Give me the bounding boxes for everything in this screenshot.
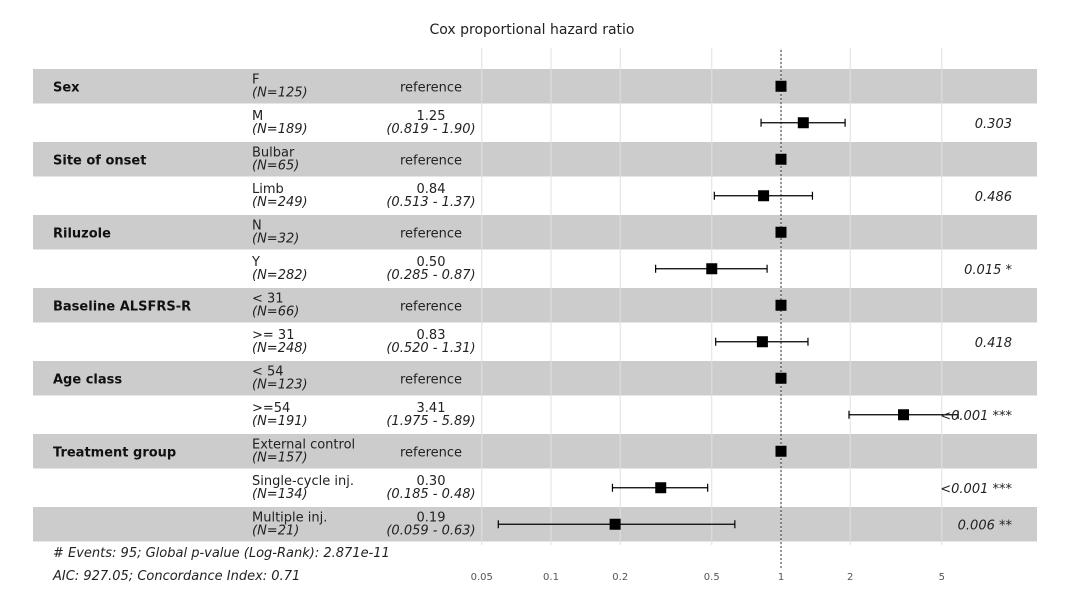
p-value: 0.015 * [964, 263, 1012, 278]
n-label: (N=21) [252, 523, 299, 538]
hr-label: 0.83 [417, 328, 446, 343]
hr-point [775, 372, 787, 384]
hr-point [775, 299, 787, 311]
hr-point [758, 190, 770, 202]
x-tick-label: 5 [939, 572, 945, 583]
n-label: (N=191) [252, 414, 308, 429]
n-label: (N=157) [252, 450, 308, 465]
footnote-events: # Events: 95; Global p-value (Log-Rank):… [53, 546, 390, 561]
x-tick-label: 2 [847, 572, 853, 583]
ci-label: (0.513 - 1.37) [386, 195, 475, 210]
n-label: (N=66) [252, 304, 299, 319]
hr-label: 0.19 [417, 510, 446, 525]
level-label: N [252, 218, 262, 233]
level-label: Limb [252, 182, 284, 197]
hr-point [609, 518, 621, 530]
row-band [33, 69, 1037, 104]
x-tick-label: 0.1 [543, 572, 559, 583]
level-label: < 31 [252, 291, 284, 306]
row-band [33, 361, 1037, 396]
variable-label: Treatment group [53, 445, 176, 460]
hr-label: reference [400, 372, 462, 387]
hr-point [775, 445, 787, 457]
ci-label: (0.520 - 1.31) [386, 341, 475, 356]
row-band [33, 288, 1037, 323]
hr-point [898, 409, 910, 421]
x-tick-label: 1 [778, 572, 784, 583]
hr-point [775, 226, 787, 238]
p-value: 0.418 [975, 336, 1012, 351]
n-label: (N=134) [252, 487, 308, 502]
row-band [33, 434, 1037, 469]
level-label: Multiple inj. [252, 510, 327, 525]
hr-label: reference [400, 226, 462, 241]
hr-point [655, 482, 667, 494]
hr-label: reference [400, 153, 462, 168]
hr-point [775, 153, 787, 165]
hr-label: reference [400, 445, 462, 460]
p-value: 0.006 ** [958, 518, 1013, 533]
n-label: (N=123) [252, 377, 308, 392]
row-band [33, 142, 1037, 177]
variable-label: Riluzole [53, 226, 111, 241]
x-tick-label: 0.05 [471, 572, 493, 583]
n-label: (N=65) [252, 158, 299, 173]
hr-label: 3.41 [417, 401, 446, 416]
variable-label: Site of onset [53, 153, 146, 168]
ci-label: (0.185 - 0.48) [386, 487, 475, 502]
chart-title: Cox proportional hazard ratio [430, 22, 635, 38]
n-label: (N=248) [252, 341, 308, 356]
x-tick-label: 0.2 [612, 572, 628, 583]
level-label: >= 31 [252, 328, 294, 343]
hr-point [706, 263, 718, 275]
ci-label: (1.975 - 5.89) [386, 414, 475, 429]
ci-label: (0.819 - 1.90) [386, 122, 475, 137]
level-label: < 54 [252, 364, 284, 379]
variable-label: Age class [53, 372, 122, 387]
hr-label: reference [400, 80, 462, 95]
level-label: External control [252, 437, 355, 452]
level-label: Y [251, 255, 260, 270]
hr-label: reference [400, 299, 462, 314]
hr-point [756, 336, 768, 348]
variable-label: Baseline ALSFRS-R [53, 299, 191, 314]
level-label: F [252, 72, 259, 87]
p-value: <0.001 *** [940, 482, 1012, 497]
level-label: Single-cycle inj. [252, 474, 354, 489]
p-value: <0.001 *** [940, 409, 1012, 424]
footnote-aic: AIC: 927.05; Concordance Index: 0.71 [52, 569, 300, 584]
level-label: Bulbar [252, 145, 295, 160]
p-value: 0.303 [975, 117, 1012, 132]
row-band [33, 215, 1037, 250]
ci-label: (0.059 - 0.63) [386, 523, 475, 538]
n-label: (N=282) [252, 268, 308, 283]
hr-point [775, 80, 787, 92]
p-value: 0.486 [975, 190, 1012, 205]
n-label: (N=32) [252, 231, 299, 246]
n-label: (N=249) [252, 195, 308, 210]
ci-label: (0.285 - 0.87) [386, 268, 475, 283]
hr-label: 0.84 [417, 182, 446, 197]
n-label: (N=125) [252, 85, 308, 100]
level-label: M [252, 109, 263, 124]
hr-label: 0.50 [417, 255, 446, 270]
variable-label: Sex [53, 80, 80, 95]
hr-label: 0.30 [417, 474, 446, 489]
hr-point [797, 117, 809, 129]
hr-label: 1.25 [417, 109, 446, 124]
x-tick-label: 0.5 [704, 572, 720, 583]
n-label: (N=189) [252, 122, 308, 137]
level-label: >=54 [252, 401, 290, 416]
